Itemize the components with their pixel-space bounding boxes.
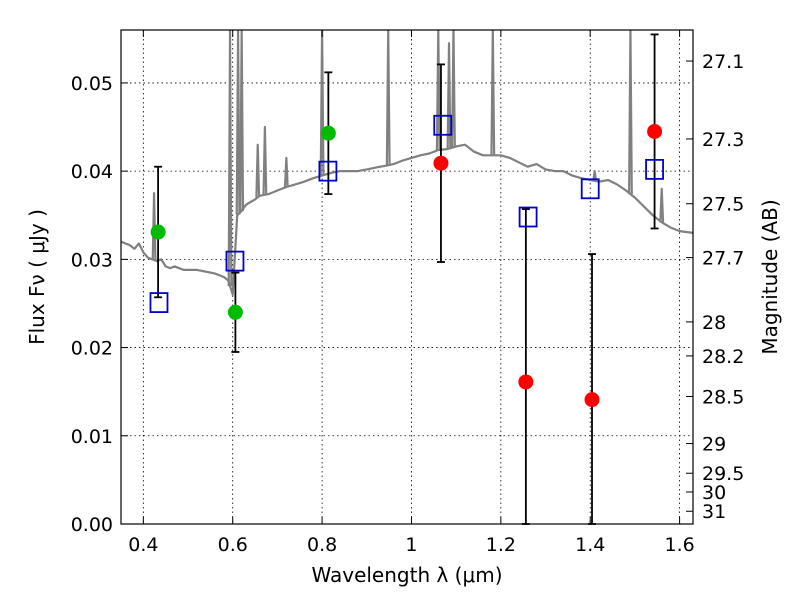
y2-tick-label: 27.7 xyxy=(702,248,744,270)
y2-tick-label: 27.5 xyxy=(702,194,744,216)
model-square xyxy=(149,292,169,313)
non-detected-point xyxy=(518,374,534,390)
template-emission-line xyxy=(255,143,261,198)
y2-tick-label: 29 xyxy=(702,434,726,456)
template-emission-line xyxy=(659,187,665,223)
x-tick-label: 0.4 xyxy=(128,534,158,556)
template-emission-line xyxy=(283,156,289,188)
template-emission-line xyxy=(319,30,325,176)
y-tick-label: 0.04 xyxy=(71,161,113,183)
y2-tick-label: 27.1 xyxy=(702,51,744,73)
axes: 0.4 0.6 0.8 1 1.2 1.4 1.6 0.00 0.01 0.02 0.03 0.04 0… xyxy=(71,30,744,556)
plot-frame xyxy=(120,29,694,525)
y2-tick-label: 31 xyxy=(702,501,726,523)
template-line xyxy=(121,143,693,296)
y-tick-label: 0.00 xyxy=(71,514,113,536)
grid xyxy=(121,30,693,524)
x-axis-label: Wavelength λ (μm) xyxy=(311,563,502,587)
template-emission-line xyxy=(490,30,496,156)
x-tick-label: 0.8 xyxy=(307,534,337,556)
y-tick-label: 0.01 xyxy=(71,426,113,448)
template-emission-line xyxy=(239,30,245,211)
y2-tick-label: 30 xyxy=(702,482,726,504)
x-tick-label: 0.6 xyxy=(218,534,248,556)
detected-point xyxy=(320,125,336,141)
y2-tick-label: 28.5 xyxy=(702,386,744,408)
template-spectrum xyxy=(121,30,693,296)
non-detected-point xyxy=(433,155,449,171)
y2-tick-label: 28 xyxy=(702,312,726,334)
model-square xyxy=(518,206,538,228)
model-square xyxy=(645,158,664,180)
model-square xyxy=(433,114,453,136)
x-tick-label: 1.6 xyxy=(664,534,694,556)
detected-point xyxy=(227,304,243,320)
y-tick-label: 0.05 xyxy=(71,73,113,95)
template-emission-line xyxy=(451,30,456,148)
data-markers xyxy=(149,114,664,408)
detected-point xyxy=(150,224,166,240)
y2-tick-label: 27.3 xyxy=(702,129,744,151)
x-tick-label: 1.4 xyxy=(575,534,605,556)
template-emission-line xyxy=(227,30,233,287)
template-emission-line xyxy=(385,30,391,166)
template-emission-line xyxy=(435,30,441,150)
template-emission-line xyxy=(446,42,452,149)
y-axis-label: Flux Fν ( μJy ) xyxy=(25,209,49,345)
model-square xyxy=(225,250,245,272)
model-square xyxy=(318,160,338,182)
non-detected-point xyxy=(584,392,600,408)
template-emission-line xyxy=(262,125,268,195)
x-tick-label: 1.2 xyxy=(486,534,516,556)
y2-tick-label: 29.5 xyxy=(702,463,744,485)
template-emission-line xyxy=(592,170,598,181)
template-emission-line xyxy=(627,30,633,195)
y-tick-label: 0.02 xyxy=(71,338,113,360)
y-tick-label: 0.03 xyxy=(71,249,113,271)
model-square xyxy=(580,178,600,200)
template-emission-line xyxy=(235,30,241,215)
y2-axis-label: Magnitude (AB) xyxy=(758,199,782,354)
non-detected-point xyxy=(647,123,663,139)
x-tick-label: 1 xyxy=(405,534,417,556)
y2-tick-label: 28.2 xyxy=(702,346,744,368)
